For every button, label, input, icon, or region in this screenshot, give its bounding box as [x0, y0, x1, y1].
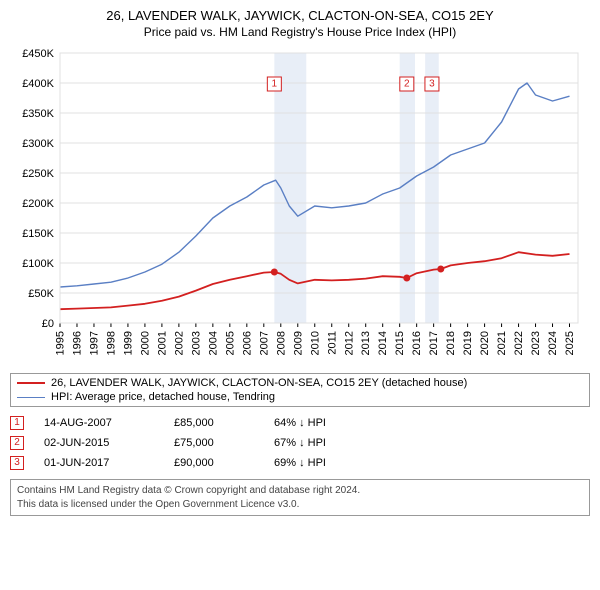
marker-dot — [437, 266, 444, 273]
footer-line-1: Contains HM Land Registry data © Crown c… — [17, 484, 583, 498]
svg-text:2017: 2017 — [428, 331, 440, 355]
svg-text:1998: 1998 — [105, 331, 117, 355]
legend-swatch — [17, 397, 45, 398]
svg-text:2020: 2020 — [479, 331, 491, 355]
transaction-pct: 64% ↓ HPI — [274, 417, 374, 429]
transaction-date: 02-JUN-2015 — [44, 437, 154, 449]
transaction-row: 3 01-JUN-2017 £90,000 69% ↓ HPI — [10, 453, 590, 473]
svg-text:2013: 2013 — [360, 331, 372, 355]
svg-text:£450K: £450K — [22, 48, 54, 60]
svg-text:2024: 2024 — [547, 331, 559, 355]
svg-text:£350K: £350K — [22, 108, 54, 120]
svg-text:2009: 2009 — [292, 331, 304, 355]
svg-text:£150K: £150K — [22, 228, 54, 240]
svg-text:£300K: £300K — [22, 138, 54, 150]
svg-text:2002: 2002 — [173, 331, 185, 355]
svg-text:3: 3 — [429, 79, 435, 90]
svg-text:2003: 2003 — [190, 331, 202, 355]
svg-text:2023: 2023 — [530, 331, 542, 355]
svg-text:£100K: £100K — [22, 258, 54, 270]
svg-text:£250K: £250K — [22, 168, 54, 180]
chart: £0 £50K £100K £150K £200K £250K £300K £350K £400… — [10, 47, 590, 367]
transaction-price: £75,000 — [174, 437, 254, 449]
legend-row: HPI: Average price, detached house, Tend… — [17, 390, 583, 404]
svg-text:2016: 2016 — [411, 331, 423, 355]
svg-text:2005: 2005 — [224, 331, 236, 355]
svg-text:£0: £0 — [42, 318, 54, 330]
svg-text:2004: 2004 — [207, 331, 219, 355]
svg-text:2012: 2012 — [343, 331, 355, 355]
svg-text:2: 2 — [404, 79, 410, 90]
svg-text:2021: 2021 — [496, 331, 508, 355]
legend-label: 26, LAVENDER WALK, JAYWICK, CLACTON-ON-S… — [51, 377, 467, 389]
svg-text:2006: 2006 — [241, 331, 253, 355]
transaction-marker: 2 — [10, 436, 24, 450]
svg-text:2019: 2019 — [462, 331, 474, 355]
page-container: 26, LAVENDER WALK, JAYWICK, CLACTON-ON-S… — [0, 0, 600, 522]
transaction-row: 2 02-JUN-2015 £75,000 67% ↓ HPI — [10, 433, 590, 453]
transaction-pct: 67% ↓ HPI — [274, 437, 374, 449]
svg-text:1995: 1995 — [55, 331, 67, 355]
page-subtitle: Price paid vs. HM Land Registry's House … — [10, 25, 590, 39]
svg-text:2015: 2015 — [394, 331, 406, 355]
legend-row: 26, LAVENDER WALK, JAYWICK, CLACTON-ON-S… — [17, 376, 583, 390]
transaction-row: 1 14-AUG-2007 £85,000 64% ↓ HPI — [10, 413, 590, 433]
svg-text:2010: 2010 — [309, 331, 321, 355]
svg-text:1997: 1997 — [88, 331, 100, 355]
transaction-marker: 3 — [10, 456, 24, 470]
svg-text:2000: 2000 — [139, 331, 151, 355]
transaction-price: £90,000 — [174, 457, 254, 469]
svg-text:2025: 2025 — [564, 331, 576, 355]
marker-dot — [403, 275, 410, 282]
legend-swatch — [17, 382, 45, 384]
page-title: 26, LAVENDER WALK, JAYWICK, CLACTON-ON-S… — [10, 8, 590, 23]
svg-text:£200K: £200K — [22, 198, 54, 210]
transaction-price: £85,000 — [174, 417, 254, 429]
svg-text:1: 1 — [272, 79, 278, 90]
footer: Contains HM Land Registry data © Crown c… — [10, 479, 590, 516]
svg-text:2008: 2008 — [275, 331, 287, 355]
svg-text:2022: 2022 — [513, 331, 525, 355]
svg-text:2011: 2011 — [326, 331, 338, 355]
svg-text:£50K: £50K — [28, 288, 54, 300]
svg-text:2007: 2007 — [258, 331, 270, 355]
legend: 26, LAVENDER WALK, JAYWICK, CLACTON-ON-S… — [10, 373, 590, 407]
svg-text:2014: 2014 — [377, 331, 389, 355]
chart-svg: £0 £50K £100K £150K £200K £250K £300K £350K £400… — [10, 47, 590, 367]
marker-dot — [271, 269, 278, 276]
transaction-pct: 69% ↓ HPI — [274, 457, 374, 469]
transactions-table: 1 14-AUG-2007 £85,000 64% ↓ HPI 2 02-JUN-2015… — [10, 413, 590, 473]
transaction-marker: 1 — [10, 416, 24, 430]
svg-text:2018: 2018 — [445, 331, 457, 355]
svg-text:2001: 2001 — [156, 331, 168, 355]
svg-text:1996: 1996 — [72, 331, 84, 355]
svg-text:£400K: £400K — [22, 78, 54, 90]
svg-text:1999: 1999 — [122, 331, 134, 355]
footer-line-2: This data is licensed under the Open Gov… — [17, 498, 583, 512]
legend-label: HPI: Average price, detached house, Tend… — [51, 391, 275, 403]
transaction-date: 01-JUN-2017 — [44, 457, 154, 469]
transaction-date: 14-AUG-2007 — [44, 417, 154, 429]
